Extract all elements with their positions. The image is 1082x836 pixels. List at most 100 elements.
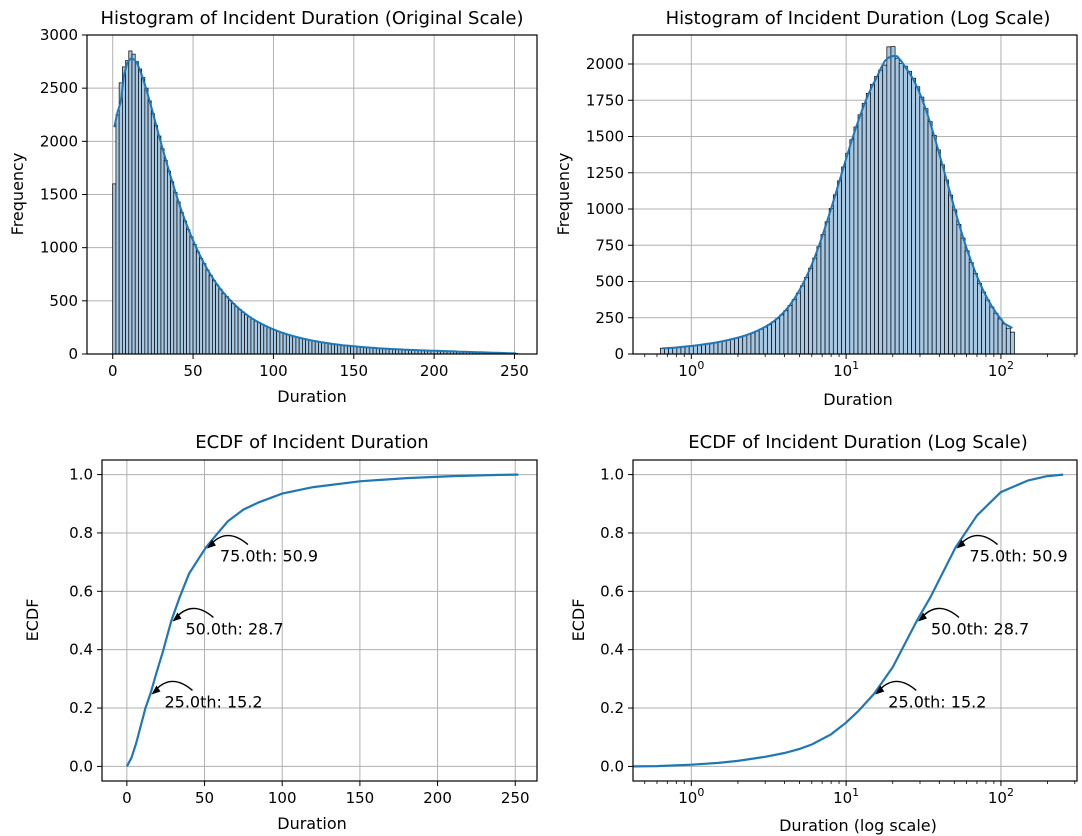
annotation-arrowhead [956, 539, 966, 549]
histogram-bar [824, 221, 830, 355]
histogram-bar [738, 336, 744, 355]
y-tick-label: 1250 [586, 164, 624, 182]
histogram-bar [170, 181, 175, 355]
y-tick-label: 1500 [586, 128, 624, 146]
histogram-bar [160, 148, 165, 355]
panel-histogram-original: 0 50 100 150 200 250050010001500200025003000 … [8, 8, 538, 406]
histogram-bar [295, 336, 300, 355]
histogram-bar [787, 305, 793, 355]
chart-title: ECDF of Incident Duration (Log Scale) [688, 432, 1028, 453]
histogram-bar [705, 343, 711, 355]
histogram-bar [189, 236, 194, 355]
axes-histogram-log: 100 101 102 0 250 500 750 1000 1250 1500 1750 2000 [586, 34, 1078, 380]
histogram-bar [664, 348, 669, 355]
y-tick-label: 0.2 [600, 699, 624, 717]
histogram-bar [919, 96, 925, 355]
y-tick-label: 0.0 [600, 757, 624, 775]
histogram-bar [940, 164, 945, 355]
histogram-bar [931, 134, 937, 355]
y-tick-label: 0.6 [600, 582, 624, 600]
histogram-bar [709, 342, 715, 355]
x-tick-label: 101 [833, 786, 859, 807]
histogram-bar [725, 339, 731, 355]
histogram-bar [224, 296, 229, 355]
y-tick-label: 0 [614, 345, 624, 363]
histogram-bar [808, 267, 814, 355]
histogram-bar [221, 293, 226, 355]
y-tick-label: 750 [595, 236, 624, 254]
histogram-bar [179, 212, 184, 355]
y-tick-label: 2500 [40, 79, 78, 97]
histogram-bar [701, 344, 707, 355]
histogram-bar [886, 46, 892, 355]
histogram-bar [282, 333, 287, 355]
histogram-bar [717, 341, 723, 355]
histogram-bar [347, 345, 351, 355]
y-axis-label: Frequency [8, 153, 27, 236]
histogram-bar [141, 77, 146, 355]
annotation-label: 50.0th: 28.7 [931, 620, 1029, 639]
histogram-bar [804, 277, 809, 355]
x-tick-label: 50 [184, 362, 203, 380]
histogram-bar [215, 284, 220, 355]
histogram-bar [948, 194, 954, 355]
histogram-bar [791, 299, 797, 355]
histogram-bar [128, 50, 133, 355]
histogram-bar [746, 334, 752, 355]
histogram-bar [754, 330, 760, 355]
histogram-bar [832, 194, 838, 355]
histogram-bar [330, 343, 335, 355]
histogram-bar [684, 346, 690, 355]
grid-ecdf-original [102, 460, 537, 781]
y-tick-label: 0.4 [69, 641, 93, 659]
x-axis-label: Duration [277, 814, 347, 833]
histogram-bar [915, 86, 921, 355]
histogram-bar [956, 224, 962, 355]
x-tick-label: 100 [678, 786, 704, 807]
annotation-arrowhead [172, 612, 182, 622]
axes-frame [632, 459, 1078, 782]
histogram-bar [857, 114, 863, 355]
chart-title: Histogram of Incident Duration (Original… [101, 8, 524, 29]
histogram-bar [762, 326, 768, 355]
histogram-bar [125, 60, 130, 355]
annotation-arrowhead [206, 539, 216, 549]
x-tick-label: 200 [423, 789, 452, 807]
histogram-bar [997, 318, 1003, 355]
x-tick-label: 50 [195, 789, 214, 807]
histogram-bar [112, 183, 117, 355]
y-tick-label: 500 [595, 273, 624, 291]
y-tick-label: 0.6 [69, 582, 93, 600]
lines-ecdf-original: 25.0th: 15.2 50.0th: 28.7 75.0th: 50.9 [125, 473, 519, 767]
histogram-bar [324, 342, 329, 355]
histogram-bar [837, 180, 842, 355]
histogram-bar [894, 57, 900, 355]
histogram-bar [981, 291, 987, 355]
histogram-bar [783, 310, 789, 355]
y-tick-label: 1.0 [69, 466, 93, 484]
histogram-bar [157, 135, 162, 355]
histogram-bar [173, 192, 178, 355]
axes-ecdf-log: 100 101 102 0.0 0.2 0.4 0.6 0.8 1.0 [600, 459, 1078, 807]
histogram-bar [163, 160, 168, 355]
histogram-bar [205, 269, 210, 355]
chart-title: ECDF of Incident Duration [195, 432, 428, 453]
panel-ecdf-log: 25.0th: 15.2 50.0th: 28.7 75.0th: 50.9 100… [569, 432, 1078, 835]
histogram-bar [340, 344, 345, 355]
histogram-bar [237, 308, 242, 355]
histogram-bar [134, 61, 139, 355]
histogram-bar [882, 64, 888, 355]
x-axis-label: Duration [823, 390, 893, 409]
histogram-bar [977, 282, 982, 355]
histogram-bar [820, 234, 826, 355]
histogram-bar [828, 208, 834, 355]
histogram-bar [244, 314, 249, 355]
x-tick-label: 102 [988, 786, 1014, 807]
panel-ecdf-original: 25.0th: 15.2 50.0th: 28.7 75.0th: 50.9 0 50… [23, 432, 538, 833]
histogram-bar [247, 316, 252, 355]
histogram-bar [923, 108, 929, 355]
histogram-bar [771, 321, 777, 355]
histogram-bar [758, 328, 764, 355]
x-tick-label: 200 [420, 362, 449, 380]
